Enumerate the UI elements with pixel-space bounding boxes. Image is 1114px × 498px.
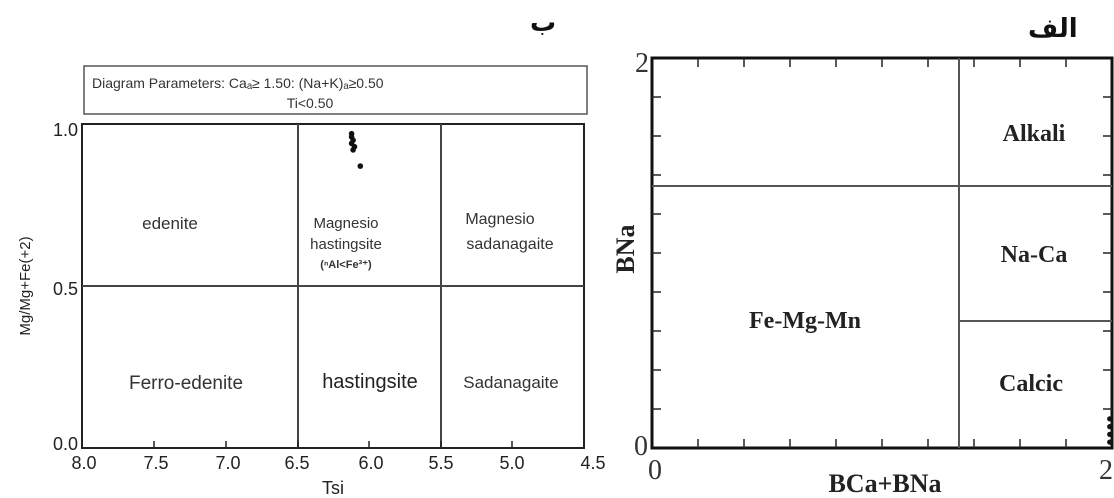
left-ytick-1: 0.5	[53, 279, 78, 299]
params-line-2: Ti<0.50	[287, 95, 334, 111]
field-mg-hastingsite-3: (ⁿAl<Fe³⁺)	[320, 259, 372, 271]
right-point-0	[1107, 416, 1113, 422]
left-xlabel: Tsi	[322, 478, 344, 498]
left-xtick-1: 7.5	[143, 453, 168, 473]
field-alkali: Alkali	[1003, 121, 1066, 147]
params-line-1: Diagram Parameters: Caₐ≥ 1.50: (Na+K)ₐ≥0…	[92, 75, 384, 91]
field-ferro-edenite: Ferro-edenite	[129, 373, 243, 394]
left-ylabel: Mg/Mg+Fe(+2)	[17, 236, 34, 335]
field-mg-sadanagaite-1: Magnesio	[465, 211, 534, 228]
left-xtick-6: 5.0	[499, 453, 524, 473]
left-data-points	[348, 130, 364, 169]
field-mg-hastingsite-2: hastingsite	[310, 236, 382, 253]
left-xtick-0: 8.0	[71, 453, 96, 473]
left-xtick-3: 6.5	[284, 453, 309, 473]
left-xtick-4: 6.0	[358, 453, 383, 473]
right-xtick-right: 2	[1099, 455, 1113, 486]
field-edenite: edenite	[142, 214, 198, 233]
right-ytick-top: 2	[635, 48, 649, 79]
right-ytick-bottom: 0	[634, 431, 648, 462]
panel-label-left: ب	[530, 8, 557, 38]
left-xtick-5: 5.5	[428, 453, 453, 473]
right-data-points	[1107, 416, 1113, 445]
right-xtick-left: 0	[648, 455, 662, 486]
field-hastingsite: hastingsite	[322, 371, 418, 393]
left-point-6	[357, 163, 364, 169]
field-mg-sadanagaite-2: sadanagaite	[466, 236, 553, 253]
right-ylabel: BNa	[611, 224, 640, 273]
left-xtick-7: 4.5	[580, 453, 605, 473]
right-point-1	[1107, 424, 1113, 430]
left-diagram: Diagram Parameters: Caₐ≥ 1.50: (Na+K)ₐ≥0…	[17, 65, 606, 498]
left-ytick-0: 1.0	[53, 120, 78, 140]
right-xlabel: BCa+BNa	[828, 469, 941, 498]
left-ytick-2: 0.0	[53, 434, 78, 454]
right-point-3	[1107, 439, 1113, 445]
panel-label-right: الف	[1028, 14, 1078, 44]
field-sadanagaite: Sadanagaite	[463, 373, 558, 392]
field-calcic: Calcic	[999, 371, 1063, 397]
field-mg-hastingsite-1: Magnesio	[313, 215, 378, 232]
right-diagram: 2 0 0 2 BCa+BNa BNa Alkali Na-Ca Fe-Mg-M…	[611, 48, 1114, 498]
field-na-ca: Na-Ca	[1001, 242, 1068, 268]
field-fe-mg-mn: Fe-Mg-Mn	[749, 308, 861, 334]
params-box	[83, 65, 588, 115]
left-point-5	[350, 147, 356, 153]
right-point-2	[1107, 431, 1113, 437]
left-xtick-2: 7.0	[215, 453, 240, 473]
